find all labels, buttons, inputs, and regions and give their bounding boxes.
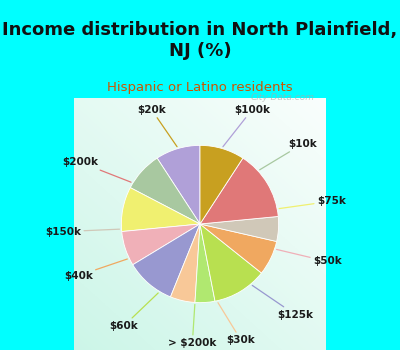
Text: Hispanic or Latino residents: Hispanic or Latino residents bbox=[107, 82, 293, 95]
Text: $150k: $150k bbox=[45, 226, 120, 237]
Wedge shape bbox=[200, 158, 278, 224]
Text: City-Data.com: City-Data.com bbox=[251, 93, 315, 103]
Text: $10k: $10k bbox=[260, 139, 317, 170]
Text: $60k: $60k bbox=[110, 293, 158, 331]
Text: $125k: $125k bbox=[252, 285, 313, 320]
Text: $40k: $40k bbox=[64, 259, 127, 281]
Text: $30k: $30k bbox=[218, 303, 255, 345]
Wedge shape bbox=[133, 224, 200, 297]
Text: $200k: $200k bbox=[62, 158, 131, 182]
Text: > $200k: > $200k bbox=[168, 304, 216, 348]
Text: $50k: $50k bbox=[276, 250, 342, 266]
Wedge shape bbox=[200, 224, 277, 273]
Wedge shape bbox=[200, 224, 262, 301]
Wedge shape bbox=[157, 145, 200, 224]
Wedge shape bbox=[195, 224, 215, 303]
Wedge shape bbox=[200, 145, 243, 224]
Text: $100k: $100k bbox=[223, 105, 270, 147]
Wedge shape bbox=[200, 216, 279, 242]
Wedge shape bbox=[121, 188, 200, 232]
Wedge shape bbox=[122, 224, 200, 265]
Text: Income distribution in North Plainfield,
NJ (%): Income distribution in North Plainfield,… bbox=[2, 21, 398, 60]
Wedge shape bbox=[170, 224, 200, 302]
Text: $75k: $75k bbox=[279, 196, 346, 209]
Text: $20k: $20k bbox=[138, 105, 177, 147]
Wedge shape bbox=[130, 158, 200, 224]
